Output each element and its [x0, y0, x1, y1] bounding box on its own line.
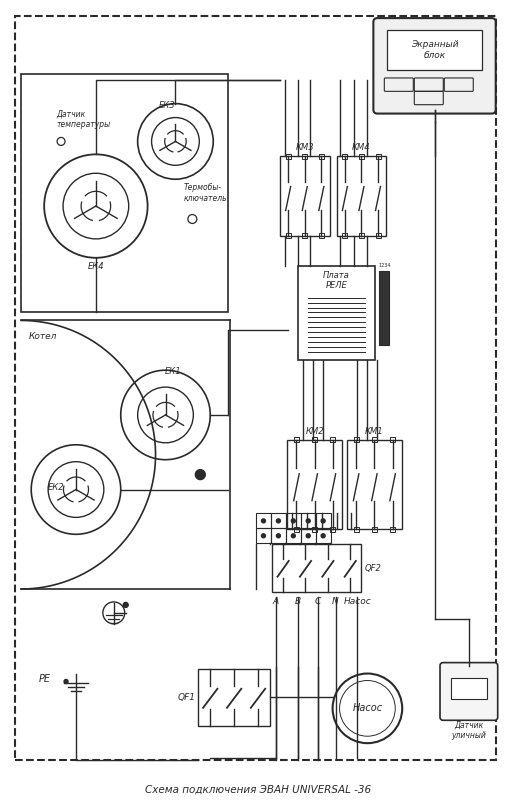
Bar: [390, 527, 395, 532]
Text: PE: PE: [39, 674, 51, 684]
Text: Датчик
уличный: Датчик уличный: [452, 720, 486, 739]
Bar: [298, 265, 375, 360]
Bar: [353, 527, 359, 532]
Text: Схема подключения ЭВАН UNIVERSAL -36: Схема подключения ЭВАН UNIVERSAL -36: [145, 785, 371, 795]
Text: N: N: [332, 597, 339, 606]
Bar: [359, 154, 364, 159]
Text: ЕК3: ЕК3: [159, 100, 176, 110]
Text: C: C: [315, 597, 321, 606]
Circle shape: [277, 519, 280, 523]
Bar: [286, 154, 291, 159]
Circle shape: [196, 470, 205, 480]
Text: 1234: 1234: [378, 263, 391, 268]
Bar: [271, 514, 286, 528]
Bar: [286, 528, 301, 544]
Bar: [316, 514, 331, 528]
Text: Экранный
блок: Экранный блок: [411, 40, 458, 60]
Circle shape: [321, 519, 325, 523]
Bar: [316, 528, 331, 544]
Text: Насос: Насос: [352, 703, 382, 714]
Text: КМ3: КМ3: [296, 143, 314, 152]
Bar: [302, 234, 307, 239]
Text: A: A: [273, 597, 279, 606]
Bar: [294, 438, 299, 443]
Bar: [280, 156, 330, 236]
Bar: [319, 234, 324, 239]
Bar: [330, 527, 335, 532]
Text: Плата
РЕЛЕ: Плата РЕЛЕ: [323, 271, 350, 290]
Circle shape: [292, 519, 295, 523]
Text: Датчик
температуры: Датчик температуры: [56, 109, 110, 129]
Circle shape: [333, 674, 402, 743]
Bar: [336, 156, 386, 236]
Bar: [359, 234, 364, 239]
Bar: [379, 271, 389, 345]
Bar: [256, 514, 271, 528]
Bar: [451, 677, 487, 700]
Circle shape: [292, 534, 295, 538]
Circle shape: [306, 534, 310, 538]
Bar: [343, 154, 347, 159]
Circle shape: [321, 534, 325, 538]
Text: QF1: QF1: [178, 693, 196, 702]
Bar: [376, 154, 380, 159]
Text: Термобы-
ключатель: Термобы- ключатель: [183, 183, 227, 202]
Text: ЕК4: ЕК4: [88, 262, 104, 271]
Text: Котел: Котел: [29, 332, 58, 341]
Bar: [271, 528, 286, 544]
Bar: [319, 154, 324, 159]
FancyBboxPatch shape: [440, 663, 498, 720]
Text: КМ2: КМ2: [305, 427, 324, 436]
FancyBboxPatch shape: [374, 18, 496, 113]
Bar: [286, 514, 301, 528]
Bar: [301, 514, 316, 528]
Bar: [372, 527, 377, 532]
Bar: [287, 440, 342, 529]
Bar: [286, 234, 291, 239]
Bar: [390, 438, 395, 443]
Bar: [353, 438, 359, 443]
Circle shape: [262, 534, 265, 538]
Bar: [343, 234, 347, 239]
Circle shape: [123, 603, 128, 608]
Bar: [347, 440, 402, 529]
Bar: [388, 30, 482, 70]
Circle shape: [277, 534, 280, 538]
Bar: [272, 544, 361, 592]
Text: QF2: QF2: [364, 564, 381, 573]
Bar: [256, 528, 271, 544]
Text: Насос: Насос: [344, 597, 372, 606]
Circle shape: [64, 680, 68, 684]
Bar: [301, 528, 316, 544]
Text: ЕК2: ЕК2: [48, 483, 65, 492]
Text: КМ1: КМ1: [365, 427, 384, 436]
Bar: [312, 527, 317, 532]
Circle shape: [262, 519, 265, 523]
Text: КМ4: КМ4: [352, 143, 371, 152]
Bar: [302, 154, 307, 159]
Circle shape: [306, 519, 310, 523]
Bar: [330, 438, 335, 443]
Text: B: B: [295, 597, 301, 606]
Bar: [376, 234, 380, 239]
Bar: [21, 74, 228, 312]
Bar: [372, 438, 377, 443]
Text: ЕК1: ЕК1: [165, 367, 182, 376]
Bar: [294, 527, 299, 532]
Bar: [312, 438, 317, 443]
Bar: [198, 668, 270, 726]
